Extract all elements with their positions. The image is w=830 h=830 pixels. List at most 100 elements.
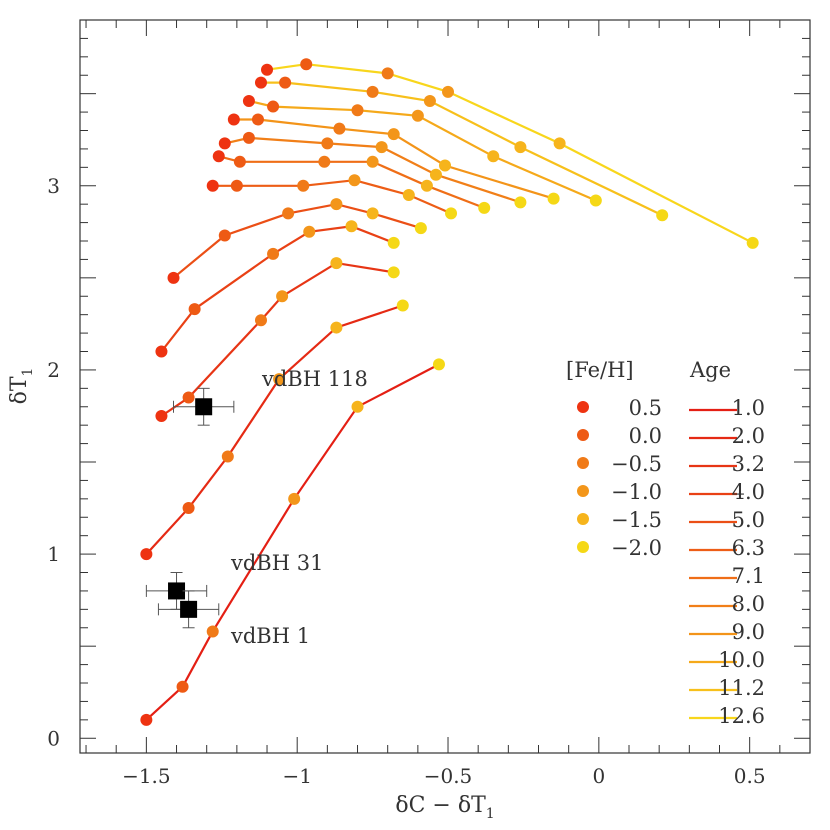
isochrone-line xyxy=(160,261,394,417)
isochrone-point xyxy=(381,67,394,80)
isochrone-point xyxy=(423,95,436,108)
isochrone-point xyxy=(547,192,560,205)
metallicity-legend-label: −2.0 xyxy=(611,536,662,560)
isochrone-point xyxy=(227,113,240,126)
isochrone-point xyxy=(351,104,364,117)
isochrone-point xyxy=(351,400,364,413)
isochrone-line xyxy=(212,179,452,215)
isochrone-point xyxy=(345,220,358,233)
plot-frame xyxy=(79,19,811,754)
isochrone-point xyxy=(267,247,280,260)
isochrone-point xyxy=(273,373,286,386)
isochrone-point xyxy=(432,358,445,371)
age-legend-label: 6.3 xyxy=(732,536,765,560)
isochrone-point xyxy=(330,321,343,334)
metallicity-legend-swatch xyxy=(577,457,589,469)
metallicity-legend-label: −1.5 xyxy=(611,508,662,532)
isochrone-point xyxy=(206,179,219,192)
age-legend-label: 2.0 xyxy=(732,424,765,448)
isochrone-point xyxy=(318,155,331,168)
isochrone-point xyxy=(514,141,527,154)
age-legend-label: 12.6 xyxy=(718,704,765,728)
isochrone-point xyxy=(303,225,316,238)
isochrone-point xyxy=(387,128,400,141)
metallicity-legend-title: [Fe/H] xyxy=(566,358,634,382)
x-tick-label: −0.5 xyxy=(424,764,473,788)
isochrone-point xyxy=(254,314,267,327)
isochrone-point xyxy=(439,159,451,172)
metallicity-legend: [Fe/H] 0.5 0.0 −0.5 −1.0 −1.5 −2.0 xyxy=(566,358,662,560)
isochrone-point xyxy=(297,179,310,192)
isochrone-line xyxy=(172,203,422,279)
isochrone-point xyxy=(589,194,602,207)
isochrone-point xyxy=(176,680,189,693)
metallicity-legend-swatch xyxy=(577,485,589,497)
metallicity-legend-swatch xyxy=(577,429,589,441)
isochrone-point xyxy=(366,207,379,220)
isochrone-point xyxy=(478,201,491,214)
cluster-label: vdBH 118 xyxy=(261,367,368,391)
metallicity-legend-label: −1.0 xyxy=(611,480,662,504)
isochrone-point xyxy=(155,409,168,422)
isochrone-point xyxy=(366,155,379,168)
metallicity-legend-swatch xyxy=(577,513,589,525)
isochrone-point xyxy=(188,303,201,316)
isochrone-point xyxy=(411,109,424,122)
cluster-marker xyxy=(168,582,186,600)
cluster-labels: vdBH 118 vdBH 31 vdBH 1 xyxy=(230,367,368,648)
y-tick-label: 3 xyxy=(47,174,60,198)
isochrone-line xyxy=(145,304,404,555)
age-legend-label: 3.2 xyxy=(732,452,765,476)
isochrone-point xyxy=(218,137,231,150)
isochrone-point xyxy=(233,155,246,168)
isochrone-point xyxy=(656,209,669,222)
isochrone-point xyxy=(429,168,442,181)
x-axis-title: δC − δT1 xyxy=(395,793,494,822)
isochrone-point xyxy=(182,391,195,404)
x-tick-label: −1 xyxy=(282,764,311,788)
age-legend-label: 4.0 xyxy=(732,480,765,504)
isochrone-point xyxy=(330,257,343,270)
y-tick-label: 2 xyxy=(47,358,60,382)
isochrone-point xyxy=(212,150,225,163)
cluster-marker xyxy=(180,600,198,618)
isochrone-point xyxy=(261,63,274,76)
isochrone-point xyxy=(387,266,400,279)
isochrone-point xyxy=(746,236,759,249)
cluster-label: vdBH 1 xyxy=(230,624,310,648)
y-tick-label: 0 xyxy=(47,726,60,750)
isochrone-point xyxy=(218,229,231,242)
isochrone-point xyxy=(300,58,313,71)
isochrone-line xyxy=(261,81,663,217)
isochrone-point xyxy=(221,450,234,463)
isochrone-point xyxy=(182,502,195,515)
isochrone-point xyxy=(445,207,458,220)
isochrone-point xyxy=(206,625,219,638)
isochrone-point xyxy=(282,207,295,220)
isochrone-point xyxy=(387,236,400,249)
isochrone-point xyxy=(420,179,433,192)
cluster-marker xyxy=(195,398,213,416)
isochrone-point xyxy=(242,131,255,144)
isochrone-point xyxy=(140,713,153,726)
isochrone-point xyxy=(402,188,415,201)
y-axis-title: δT1 xyxy=(7,368,36,405)
isochrone-point xyxy=(155,345,168,358)
cluster-label: vdBH 31 xyxy=(230,551,323,575)
isochrone-point xyxy=(333,122,346,135)
metallicity-legend-label: 0.0 xyxy=(629,424,662,448)
isochrone-point xyxy=(251,113,264,126)
age-legend-label: 1.0 xyxy=(732,396,765,420)
metallicity-legend-swatch xyxy=(577,541,589,553)
age-legend-label: 8.0 xyxy=(732,592,765,616)
isochrone-point xyxy=(140,548,153,561)
isochrone-point xyxy=(487,150,500,163)
metallicity-legend-label: 0.5 xyxy=(629,396,662,420)
cluster-markers xyxy=(145,387,235,629)
age-legend-label: 5.0 xyxy=(732,508,765,532)
age-legend-label: 10.0 xyxy=(718,648,765,672)
isochrone-point xyxy=(396,299,409,312)
isochrone-point xyxy=(276,290,289,303)
